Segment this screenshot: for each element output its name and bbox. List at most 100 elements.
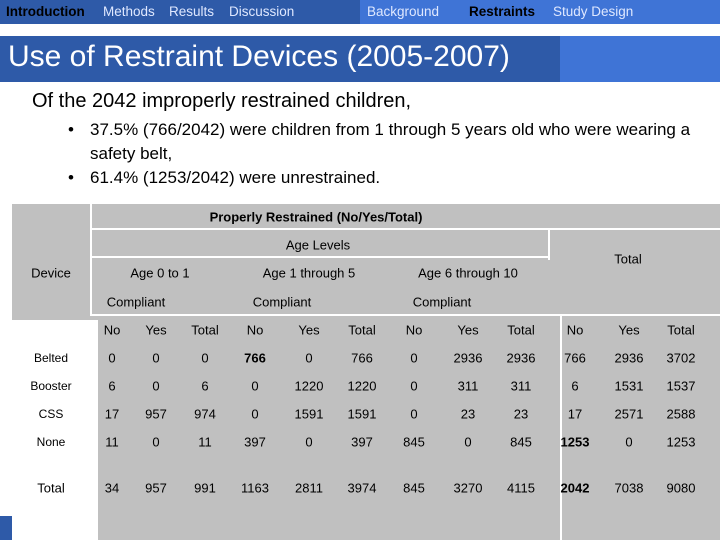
sub-column-header: Yes xyxy=(298,322,320,338)
table-cell: 1220 xyxy=(347,378,377,394)
compliant-header: Compliant xyxy=(106,294,166,310)
table-cell: 1253 xyxy=(560,434,590,450)
table-cell: 0 xyxy=(305,434,313,450)
table-cell: 0 xyxy=(410,350,418,366)
footer-strip xyxy=(0,516,12,540)
table-cell: 3270 xyxy=(453,480,483,496)
top-nav-bar xyxy=(0,0,720,24)
table-cell: 397 xyxy=(351,434,373,450)
row-device-label: CSS xyxy=(38,407,64,421)
nav-background[interactable]: Background xyxy=(367,4,440,19)
table-cell: 3974 xyxy=(347,480,377,496)
table-cell: 766 xyxy=(564,350,586,366)
row-device-label: Belted xyxy=(33,351,69,365)
table-cell: 2588 xyxy=(666,406,696,422)
sub-column-header: Yes xyxy=(618,322,640,338)
table-cell: 991 xyxy=(194,480,216,496)
device-column-white-area xyxy=(12,320,98,540)
table-cell: 766 xyxy=(351,350,373,366)
table-cell: 0 xyxy=(305,350,313,366)
table-cell: 0 xyxy=(251,406,259,422)
nav-introduction[interactable]: Introduction xyxy=(6,4,85,19)
table-cell: 957 xyxy=(145,480,167,496)
table-cell: 6 xyxy=(571,378,579,394)
compliant-header: Compliant xyxy=(412,294,472,310)
total-column-header: Total xyxy=(614,251,642,267)
table-cell: 845 xyxy=(403,434,425,450)
table-cell: 1163 xyxy=(241,480,269,496)
title-band-highlight xyxy=(560,36,720,82)
table-cell: 1591 xyxy=(294,406,324,422)
table-cell: 1537 xyxy=(666,378,696,394)
table-cell: 957 xyxy=(145,406,167,422)
table-cell: 0 xyxy=(251,378,259,394)
age-group-header: Age 0 to 1 xyxy=(130,265,190,281)
bullet-item: 37.5% (766/2042) were children from 1 th… xyxy=(68,118,698,166)
table-cell: 0 xyxy=(152,350,160,366)
table-cell: 1220 xyxy=(294,378,324,394)
table-cell: 17 xyxy=(104,406,120,422)
table-cell: 0 xyxy=(410,378,418,394)
table-cell: 311 xyxy=(510,378,532,394)
nav-restraints[interactable]: Restraints xyxy=(469,4,536,19)
table-cell: 11 xyxy=(198,434,212,450)
lead-text: Of the 2042 improperly restrained childr… xyxy=(32,90,412,112)
table-cell: 23 xyxy=(513,406,529,422)
table-cell: 2811 xyxy=(295,480,323,496)
table-header-divider xyxy=(548,230,550,260)
nav-bar-highlight xyxy=(360,0,720,24)
table-cell: 0 xyxy=(410,406,418,422)
row-device-label: Booster xyxy=(30,379,72,393)
table-cell: 766 xyxy=(244,350,266,366)
table-cell: 845 xyxy=(510,434,532,450)
table-cell: 17 xyxy=(567,406,583,422)
sub-column-header: No xyxy=(405,322,423,338)
nav-results[interactable]: Results xyxy=(169,4,215,19)
table-cell: 0 xyxy=(201,350,209,366)
table-main-header: Properly Restrained (No/Yes/Total) xyxy=(209,209,423,225)
table-cell: 0 xyxy=(625,434,633,450)
sub-column-header: Total xyxy=(191,322,219,338)
nav-methods[interactable]: Methods xyxy=(103,4,155,19)
table-cell: 0 xyxy=(152,434,160,450)
slide-title: Use of Restraint Devices (2005-2007) xyxy=(8,40,510,73)
restraint-table: Properly Restrained (No/Yes/Total) Age Le… xyxy=(12,204,720,540)
table-header-divider xyxy=(90,228,720,230)
table-cell: 2936 xyxy=(506,350,536,366)
sub-column-header: Total xyxy=(667,322,695,338)
title-band xyxy=(0,36,720,82)
table-cell: 7038 xyxy=(614,480,644,496)
sub-column-header: No xyxy=(566,322,584,338)
sub-column-header: No xyxy=(246,322,264,338)
table-cell: 6 xyxy=(201,378,209,394)
table-header-divider xyxy=(90,314,720,316)
table-cell: 34 xyxy=(104,480,120,496)
table-cell: 974 xyxy=(194,406,216,422)
table-header-divider xyxy=(90,256,548,258)
table-cell: 23 xyxy=(460,406,476,422)
table-cell: 9080 xyxy=(666,480,696,496)
table-cell: 0 xyxy=(464,434,472,450)
table-cell: 11 xyxy=(105,434,119,450)
sub-column-header: No xyxy=(103,322,121,338)
table-cell: 2936 xyxy=(614,350,644,366)
sub-column-header: Total xyxy=(507,322,535,338)
table-cell: 311 xyxy=(457,378,479,394)
table-cell: 845 xyxy=(403,480,425,496)
table-cell: 1591 xyxy=(347,406,377,422)
total-column-divider xyxy=(560,314,562,540)
nav-study-design[interactable]: Study Design xyxy=(553,4,634,19)
table-cell: 4115 xyxy=(507,480,535,496)
table-cell: 2936 xyxy=(453,350,483,366)
table-header-divider xyxy=(90,204,92,316)
sub-column-header: Yes xyxy=(457,322,479,338)
table-cell: 1253 xyxy=(666,434,696,450)
sub-column-header: Yes xyxy=(145,322,167,338)
nav-discussion[interactable]: Discussion xyxy=(229,4,295,19)
table-cell: 0 xyxy=(108,350,116,366)
table-cell: 6 xyxy=(108,378,116,394)
bullet-list: 37.5% (766/2042) were children from 1 th… xyxy=(68,118,698,190)
table-cell: 2571 xyxy=(614,406,644,422)
age-group-header: Age 1 through 5 xyxy=(262,265,356,281)
age-group-header: Age 6 through 10 xyxy=(418,265,518,281)
